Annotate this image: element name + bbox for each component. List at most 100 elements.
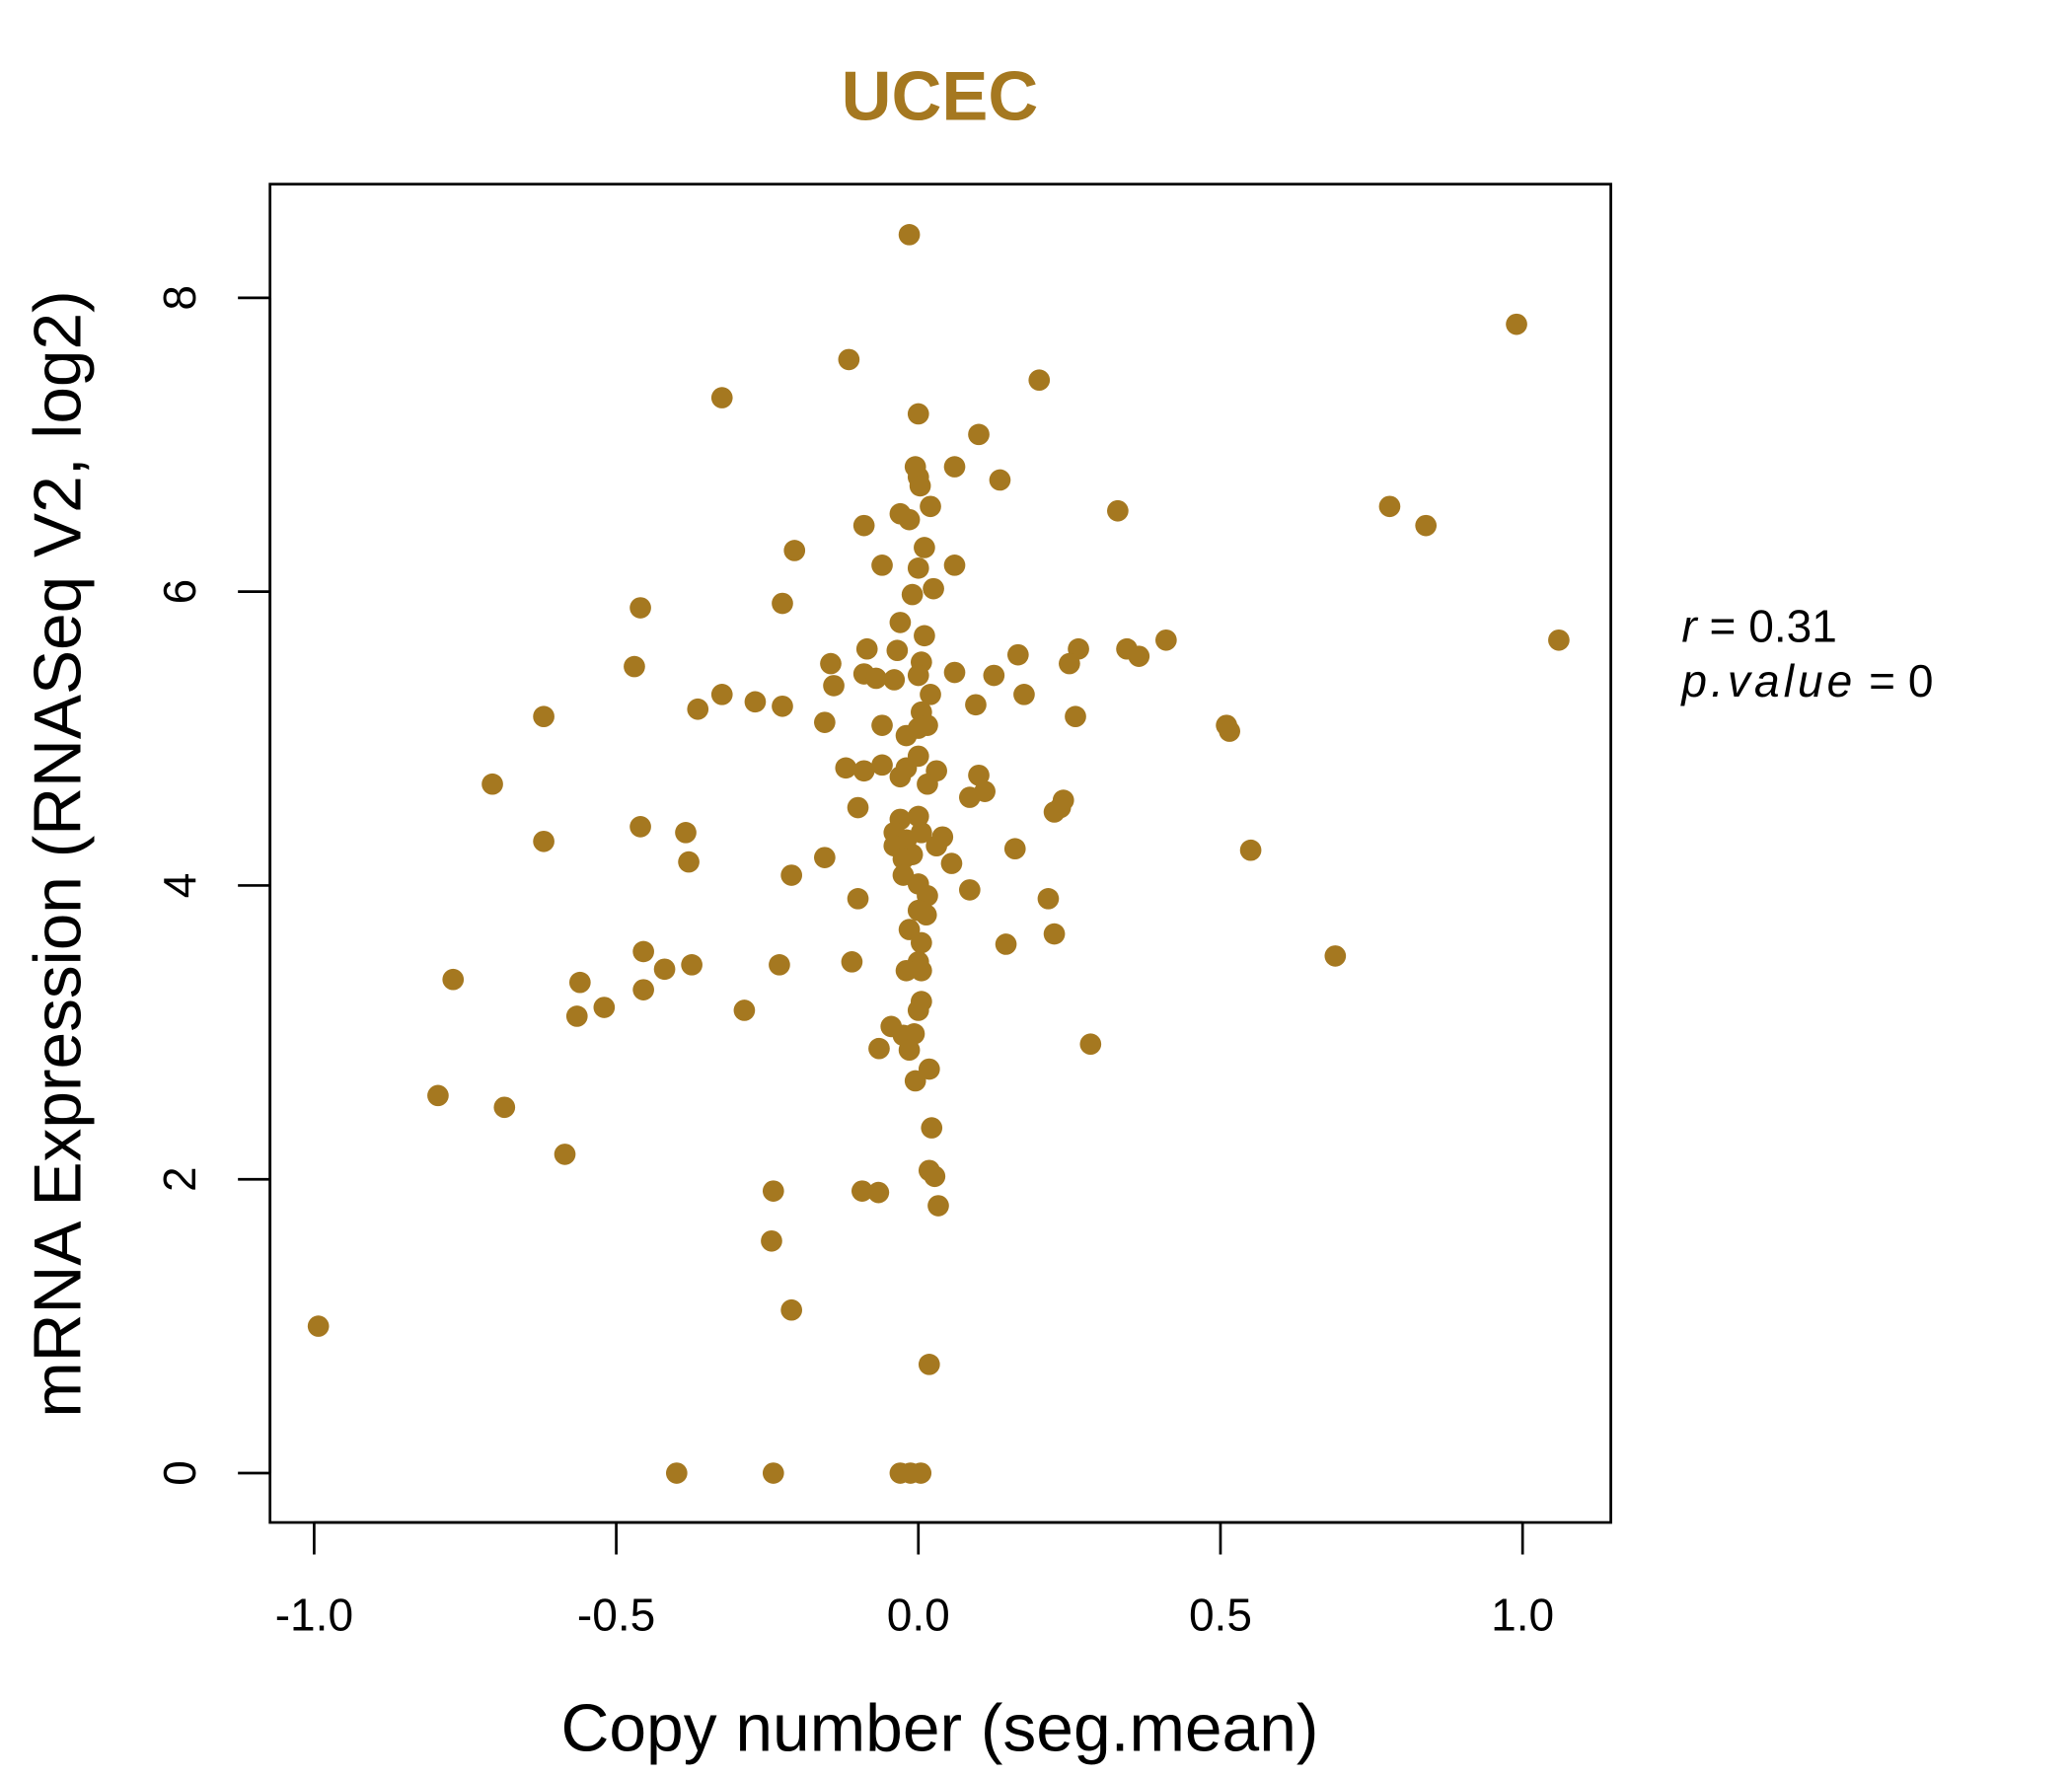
data-point (1219, 720, 1240, 742)
data-point (481, 773, 503, 795)
data-point (761, 1229, 782, 1252)
data-point (943, 456, 966, 478)
correlation-annotation: r = 0.31 (1681, 601, 1836, 652)
data-point (1079, 1033, 1102, 1056)
data-point (835, 757, 857, 779)
data-point (710, 387, 733, 408)
data-point (783, 540, 806, 561)
data-point (903, 1022, 925, 1045)
data-point (554, 1144, 576, 1165)
data-point (1037, 888, 1060, 910)
y-tick-label: 4 (154, 873, 205, 899)
r-value: 0.31 (1748, 601, 1837, 652)
data-point (940, 852, 963, 874)
data-point (838, 348, 860, 371)
data-point (871, 754, 893, 777)
x-tick-label: 0.5 (1189, 1590, 1252, 1641)
data-point (855, 637, 878, 660)
data-point (772, 695, 793, 717)
data-point (924, 1165, 946, 1188)
data-point (1128, 645, 1150, 667)
data-point (493, 1096, 516, 1119)
data-point (927, 1195, 949, 1217)
p-value: 0 (1908, 655, 1934, 706)
pvalue-annotation: p.value = 0 (1679, 655, 1933, 706)
data-point (958, 786, 981, 808)
x-tick-label: -1.0 (275, 1590, 353, 1641)
data-point (678, 851, 700, 873)
data-point (907, 664, 929, 687)
data-point (565, 1005, 588, 1027)
data-points (307, 224, 1570, 1484)
data-point (968, 423, 990, 446)
data-point (904, 1070, 926, 1092)
data-point (762, 1180, 784, 1202)
data-point (665, 1462, 688, 1484)
data-point (1239, 839, 1262, 861)
data-point (907, 556, 929, 579)
data-point (886, 639, 909, 662)
data-point (307, 1315, 330, 1337)
data-point (820, 652, 842, 675)
data-point (895, 959, 918, 982)
data-point (921, 1117, 943, 1139)
data-point (823, 675, 845, 697)
data-point (918, 1058, 940, 1080)
data-point (710, 684, 733, 705)
data-point (915, 904, 937, 926)
data-point (907, 805, 929, 828)
data-point (1155, 629, 1177, 651)
data-point (907, 403, 929, 425)
data-point (920, 495, 941, 518)
data-point (983, 664, 1005, 687)
data-point (1548, 629, 1570, 651)
data-point (898, 1039, 921, 1062)
x-axis-label: Copy number (seg.mean) (560, 1691, 1318, 1765)
data-point (769, 954, 790, 976)
data-point (925, 835, 947, 857)
data-point (910, 1462, 932, 1484)
data-point (568, 971, 591, 994)
data-point (780, 1298, 803, 1321)
data-point (871, 555, 893, 576)
data-point (868, 1037, 890, 1060)
data-point (867, 1181, 890, 1204)
data-point (943, 661, 966, 684)
data-point (1013, 684, 1035, 705)
y-tick-label: 8 (154, 285, 205, 311)
data-point (865, 667, 887, 690)
data-point (851, 1180, 873, 1202)
data-point (889, 766, 912, 788)
data-point (1107, 499, 1129, 522)
p-label: p.value (1679, 655, 1856, 706)
data-point (533, 830, 555, 852)
r-label: r (1681, 601, 1698, 652)
data-point (920, 684, 941, 705)
data-point (892, 848, 915, 870)
data-point (847, 888, 869, 910)
data-point (624, 655, 645, 678)
data-point (533, 705, 555, 728)
data-point (968, 764, 990, 786)
data-point (901, 583, 924, 606)
data-point (958, 879, 981, 901)
data-point (1378, 495, 1401, 518)
y-tick-label: 0 (154, 1460, 205, 1486)
chart-title: UCEC (842, 57, 1039, 135)
data-point (1324, 945, 1347, 967)
y-tick-label: 6 (154, 579, 205, 605)
x-tick-label: -0.5 (577, 1590, 655, 1641)
data-point (744, 691, 767, 713)
data-point (989, 469, 1011, 491)
data-point (1506, 313, 1527, 335)
data-point (1043, 923, 1066, 945)
data-point (841, 951, 863, 973)
data-point (762, 1462, 784, 1484)
data-point (995, 933, 1017, 955)
data-point (852, 514, 875, 537)
data-point (1028, 369, 1051, 392)
data-point (898, 508, 921, 531)
data-point (681, 954, 703, 976)
data-point (632, 940, 654, 963)
